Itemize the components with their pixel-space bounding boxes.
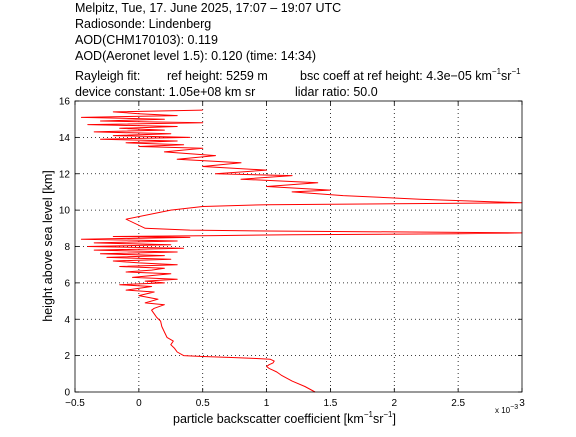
y-tick-label: 16: [59, 97, 71, 108]
y-tick-label: 10: [59, 206, 71, 217]
header-line-1: Melpitz, Tue, 17. June 2025, 17:07 – 19:…: [75, 1, 341, 15]
header-lidar-ratio: lidar ratio: 50.0: [295, 85, 378, 99]
header-ref-height: ref height: 5259 m: [167, 69, 268, 83]
y-tick-label: 14: [59, 133, 71, 144]
x-tick-label: 2: [392, 398, 398, 409]
x-axis-label-main: particle backscatter coefficient [km: [173, 412, 364, 426]
header-rayleigh-label: Rayleigh fit:: [75, 69, 140, 83]
x-axis-label: particle backscatter coefficient [km−1sr…: [173, 410, 396, 426]
y-tick-label: 6: [64, 278, 70, 289]
header-bsc-sup1: −1: [492, 67, 502, 76]
x-tick-label: 1.5: [323, 398, 337, 409]
x-multiplier: x 10−3: [495, 404, 518, 415]
header-bsc-coeff-text: bsc coeff at ref height: 4.3e−05 km: [300, 69, 492, 83]
header-bsc-sr: sr: [501, 69, 511, 83]
x-tick-label: 3: [519, 398, 525, 409]
header-line-2: Radiosonde: Lindenberg: [75, 17, 211, 31]
grid-lines: [75, 101, 522, 392]
y-tick-label: 0: [64, 388, 70, 399]
x-tick-label: 0.5: [196, 398, 210, 409]
x-multiplier-exp: −3: [510, 404, 518, 411]
x-tick-label: 0: [136, 398, 142, 409]
header-device-constant: device constant: 1.05e+08 km sr: [75, 85, 255, 99]
axis-ticks: [74, 100, 523, 393]
y-tick-labels: 0 2 4 6 8 10 12 14 16: [59, 97, 71, 399]
header-line-4: AOD(Aeronet level 1.5): 0.120 (time: 14:…: [75, 49, 316, 63]
x-axis-label-sup1: −1: [364, 410, 374, 419]
header-bsc-sup2: −1: [511, 67, 521, 76]
x-axis-label-end: ]: [393, 412, 396, 426]
x-multiplier-base: x 10: [495, 406, 511, 415]
x-axis-label-sr: sr: [373, 412, 383, 426]
y-tick-label: 2: [64, 351, 70, 362]
x-tick-labels: −0.5 0 0.5 1 1.5 2 2.5 3: [65, 398, 525, 409]
backscatter-profile-series: [80, 109, 523, 393]
y-tick-label: 4: [64, 315, 70, 326]
plot-area: [75, 101, 522, 392]
y-axis-label: height above sea level [km]: [41, 170, 55, 321]
y-tick-label: 8: [64, 242, 70, 253]
backscatter-profile-line: [80, 109, 523, 393]
x-tick-label: 1: [264, 398, 270, 409]
y-tick-label: 12: [59, 169, 71, 180]
x-tick-label: −0.5: [65, 398, 85, 409]
header-line-3: AOD(CHM170103): 0.119: [75, 33, 218, 47]
x-axis-label-sup2: −1: [383, 410, 393, 419]
header-bsc-coeff: bsc coeff at ref height: 4.3e−05 km−1sr−…: [300, 67, 521, 83]
x-tick-label: 2.5: [451, 398, 465, 409]
